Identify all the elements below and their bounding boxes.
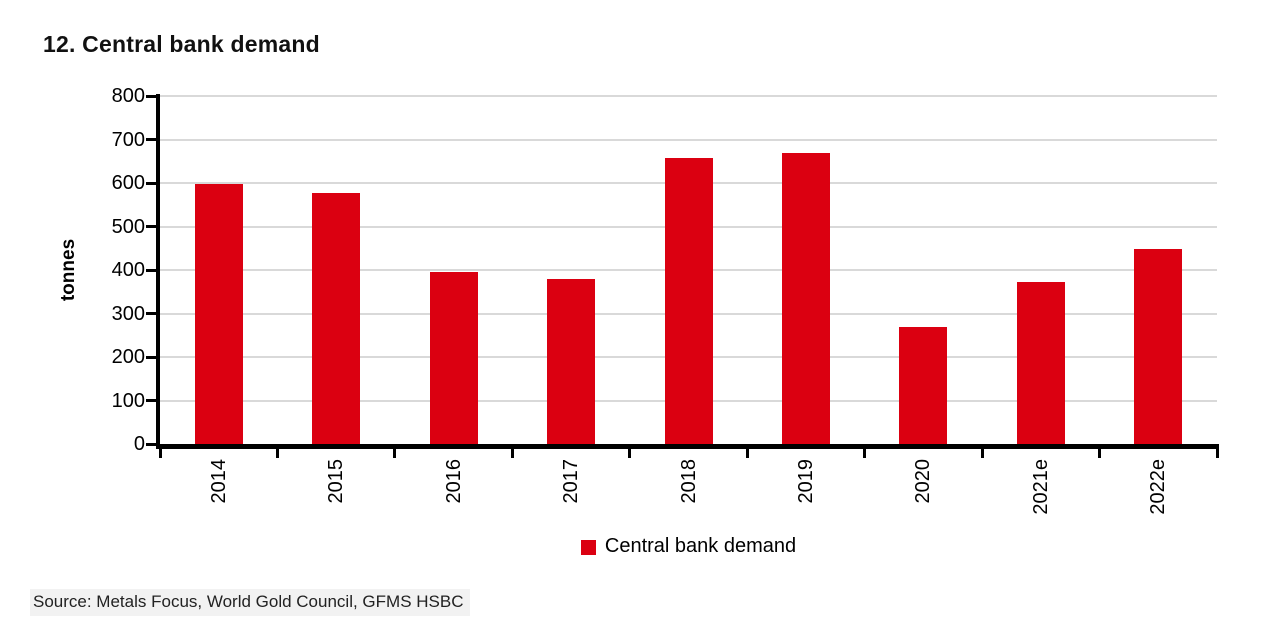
bar-2020 <box>899 326 948 444</box>
y-axis-line <box>156 94 160 448</box>
bar-2019 <box>781 153 830 444</box>
x-tick-6 <box>863 449 867 458</box>
x-tick-label-2016: 2016 <box>442 459 465 504</box>
y-tick-label-800: 800 <box>111 85 145 107</box>
x-tick-label-2018: 2018 <box>677 459 700 504</box>
y-tick-500 <box>146 225 157 228</box>
x-tick-label-2019: 2019 <box>794 459 817 504</box>
bar-2017 <box>547 278 596 444</box>
x-tick-label-2022e: 2022e <box>1147 459 1170 515</box>
y-tick-label-200: 200 <box>111 346 145 368</box>
source-note: Source: Metals Focus, World Gold Council… <box>30 589 470 616</box>
gridline-800 <box>160 95 1217 97</box>
bar-2016 <box>429 271 478 444</box>
bar-2014 <box>194 183 243 444</box>
y-tick-label-300: 300 <box>111 302 145 325</box>
bar-2021e <box>1016 281 1065 444</box>
x-tick-3 <box>510 449 514 458</box>
y-tick-100 <box>146 399 157 402</box>
y-tick-label-400: 400 <box>111 259 145 281</box>
x-tick-0 <box>158 449 162 458</box>
x-tick-8 <box>1098 449 1102 458</box>
page-title: 12. Central bank demand <box>43 31 320 57</box>
y-tick-label-600: 600 <box>111 172 145 194</box>
x-tick-4 <box>628 449 632 458</box>
x-tick-1 <box>275 449 279 458</box>
legend: Central bank demand <box>160 535 1217 558</box>
y-tick-800 <box>146 94 157 98</box>
y-axis-title: tonnes <box>58 238 79 302</box>
x-tick-label-2017: 2017 <box>560 459 583 504</box>
x-tick-label-2020: 2020 <box>912 459 935 504</box>
y-tick-label-0: 0 <box>133 433 145 455</box>
bar-2015 <box>312 193 361 444</box>
x-tick-5 <box>745 449 749 458</box>
x-tick-2 <box>393 449 397 458</box>
y-tick-200 <box>146 355 157 359</box>
gridline-700 <box>160 138 1217 141</box>
x-tick-9 <box>1215 449 1219 458</box>
y-tick-300 <box>146 312 157 315</box>
bar-2018 <box>664 157 713 444</box>
y-tick-0 <box>146 442 157 446</box>
x-tick-7 <box>980 449 984 458</box>
y-tick-700 <box>146 138 157 141</box>
x-tick-label-2014: 2014 <box>207 459 230 504</box>
x-axis-line <box>156 444 1219 449</box>
legend-swatch-icon <box>580 540 596 555</box>
y-tick-label-100: 100 <box>111 389 145 412</box>
bar-2022e <box>1134 249 1183 444</box>
y-tick-600 <box>146 181 157 185</box>
legend-label: Central bank demand <box>604 535 797 557</box>
x-tick-label-2015: 2015 <box>325 459 348 504</box>
x-tick-label-2021e: 2021e <box>1029 459 1052 515</box>
y-tick-400 <box>146 268 157 272</box>
y-tick-label-700: 700 <box>111 128 145 151</box>
y-tick-label-500: 500 <box>111 215 145 238</box>
